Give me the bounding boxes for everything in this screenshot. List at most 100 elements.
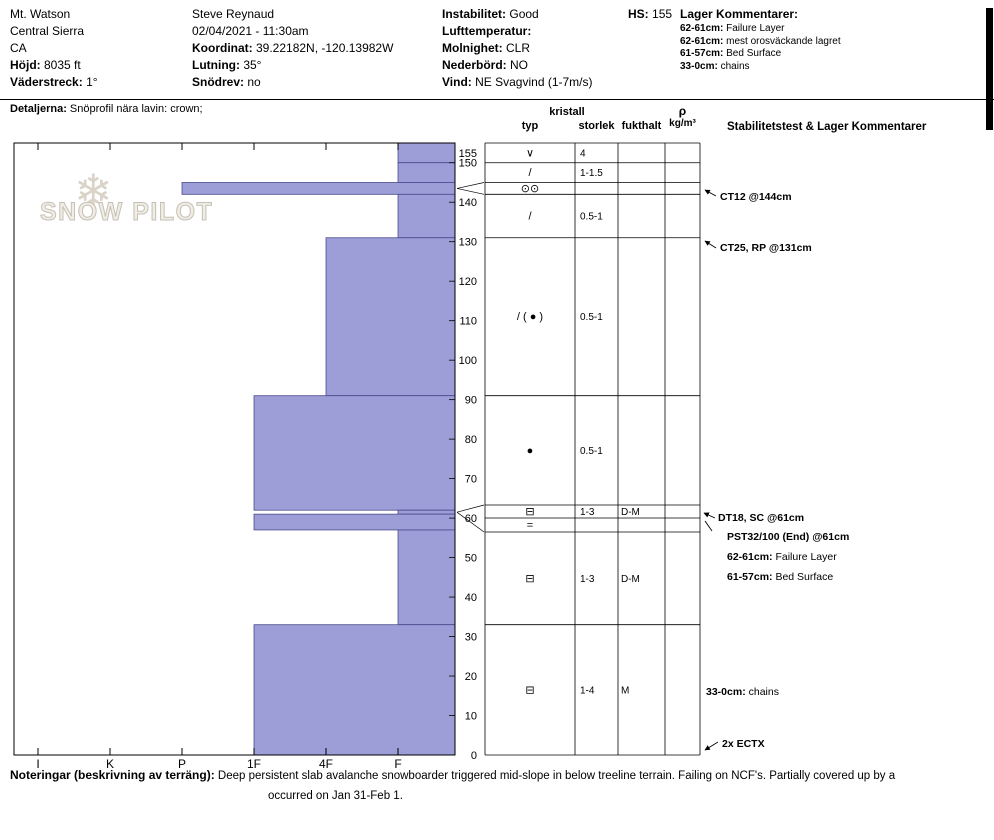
instability-value: Good (509, 7, 539, 21)
grain-size-value: 1-1.5 (580, 168, 603, 179)
grain-size-value: 0.5-1 (580, 212, 603, 223)
layer-bar (325, 237, 456, 397)
grain-size-value: 0.5-1 (580, 312, 603, 323)
site-state: CA (10, 41, 27, 55)
layer-bar (253, 395, 456, 511)
layer-bar (397, 162, 456, 183)
depth-tick-label: 155 (459, 148, 477, 160)
layer-comment-label: 61-57cm: (680, 48, 724, 59)
wind-row: Vind: NE Svagvind (1-7m/s) (442, 74, 593, 91)
elevation-value: 8035 ft (44, 58, 81, 72)
grain-size-value: 4 (580, 148, 586, 159)
layer-comment-item: 33-0cm: chains (680, 61, 841, 74)
notes-label: Noteringar (beskrivning av terräng): (10, 768, 215, 782)
depth-tick-label: 50 (465, 553, 477, 565)
grain-type-symbol: ∨ (526, 147, 534, 159)
grain-type-symbol: ● (527, 445, 534, 457)
notes-line2: occurred on Jan 31-Feb 1. (268, 790, 403, 802)
hardness-axis: I K P 1F 4F F (36, 143, 402, 771)
depth-tick-label: 80 (465, 434, 477, 446)
coordinates-row: Koordinat: 39.22182N, -120.13982W (192, 40, 393, 57)
snowpilot-logo: ❄ SNOW PILOT (39, 168, 220, 232)
grain-type-symbol: / (528, 167, 532, 179)
layer-comment-text: Failure Layer (726, 23, 785, 34)
layer-comments-title: Lager Kommentarer: (680, 7, 799, 21)
layer-bar (397, 193, 456, 239)
observation-datetime: 02/04/2021 - 11:30am (192, 24, 309, 38)
layer-comment-label: 33-0cm: (680, 60, 718, 72)
slope-angle-value: 35° (243, 58, 262, 72)
air-temp-label: Lufttemperatur: (442, 24, 532, 38)
hs-label: HS: (628, 7, 649, 21)
details-row: Detaljerna: Snöprofil nära lavin: crown; (10, 103, 203, 115)
layer-bar (397, 509, 456, 515)
wind-value: NE Svagvind (1-7m/s) (475, 75, 593, 89)
aspect-label: Väderstreck: (10, 75, 83, 89)
wind-label: Vind: (442, 75, 472, 89)
observer-name: Steve Reynaud (192, 7, 275, 21)
annotation-test-result: PST32/100 (End) @61cm (727, 531, 849, 543)
annotation-arrow (704, 189, 717, 197)
depth-tick-label: 110 (459, 316, 477, 328)
elevation-row: Höjd: 8035 ft (10, 57, 98, 74)
depth-tick-label: 130 (459, 237, 477, 249)
layer-bar (397, 529, 456, 626)
layer-comment-item: 62-61cm: mest orosväckande lagret (680, 36, 841, 49)
depth-tick-label: 150 (459, 158, 477, 170)
annotation-arrow (703, 512, 716, 519)
elevation-label: Höjd: (10, 58, 41, 72)
notes-line1: Noteringar (beskrivning av terräng): Dee… (10, 768, 992, 782)
header-location-block: Mt. Watson Central Sierra CA Höjd: 8035 … (10, 6, 98, 91)
grain-type-symbol: / ( ● ) (517, 311, 543, 323)
drifting-snow-label: Snödrev: (192, 75, 245, 89)
table-header-stability: Stabilitetstest & Lager Kommentarer (727, 121, 927, 133)
table-header-fukthalt: fukthalt (621, 120, 662, 132)
layer-bar (181, 182, 456, 195)
coordinates-label: Koordinat: (192, 41, 253, 55)
header-hs-block: HS: 155 (628, 6, 672, 23)
aspect-value: 1° (86, 75, 98, 89)
site-name: Mt. Watson (10, 7, 71, 21)
table-header-typ: typ (521, 120, 539, 132)
moisture-value: D-M (621, 507, 640, 518)
header-divider (0, 99, 994, 100)
stability-annotations: CT12 @144cm CT25, RP @131cm DT18, SC @61cm… (703, 189, 849, 751)
annotation-arrow (704, 741, 719, 751)
table-grid (484, 142, 701, 756)
grain-size-value: 1-3 (580, 574, 595, 585)
depth-tick-label: 60 (465, 513, 477, 525)
annotation-test-result: DT18, SC @61cm (718, 512, 804, 524)
depth-tick-label: 20 (465, 671, 477, 683)
layer-comment-text: chains (720, 60, 750, 72)
annotation-arrow (704, 240, 717, 249)
layer-comment-item: 61-57cm: Bed Surface (680, 48, 841, 61)
details-label: Detaljerna: (10, 103, 67, 115)
air-temp-row: Lufttemperatur: (442, 23, 593, 40)
depth-tick-label: 40 (465, 592, 477, 604)
header-layer-comments-block: Lager Kommentarer: 62-61cm: Failure Laye… (680, 6, 841, 73)
depth-tick-label: 100 (459, 355, 477, 367)
annotation-layer-comment: 61-57cm: Bed Surface (727, 571, 833, 583)
table-header-kristall: kristall (549, 106, 585, 118)
details-value: Snöprofil nära lavin: crown; (69, 103, 203, 115)
table-header-storlek: storlek (578, 120, 615, 132)
annotation-layer-comment: 62-61cm: Failure Layer (727, 551, 837, 563)
layer-table-rows: ∨ 4 / 1-1.5 ⊙⊙ / 0.5-1 / ( ● ) 0.5-1 ● 0.5-1 ⊟ 1-3 D-… (517, 147, 640, 696)
depth-tick-label: 0 (471, 750, 477, 762)
header-conditions-block: Instabilitet: Good Lufttemperatur: Molni… (442, 6, 593, 91)
moisture-value: D-M (621, 574, 640, 585)
annotation-test-result: CT25, RP @131cm (720, 242, 812, 254)
depth-tick-label: 70 (465, 474, 477, 486)
depth-tick-label: 120 (459, 276, 477, 288)
snowpilot-logo-text: SNOW PILOT (39, 198, 214, 227)
layer-comment-label: 62-61cm: (680, 23, 724, 34)
notes-text: Deep persistent slab avalanche snowboard… (217, 770, 896, 782)
layer-comment-text: mest orosväckande lagret (726, 35, 841, 47)
depth-tick-label: 10 (465, 711, 477, 723)
drifting-snow-value: no (247, 75, 261, 89)
grain-type-symbol: ⊟ (525, 506, 534, 518)
sky-cover-row: Molnighet: CLR (442, 40, 593, 57)
grain-type-symbol: ⊟ (525, 684, 534, 696)
table-header-density-symbol: ρ (678, 104, 687, 118)
